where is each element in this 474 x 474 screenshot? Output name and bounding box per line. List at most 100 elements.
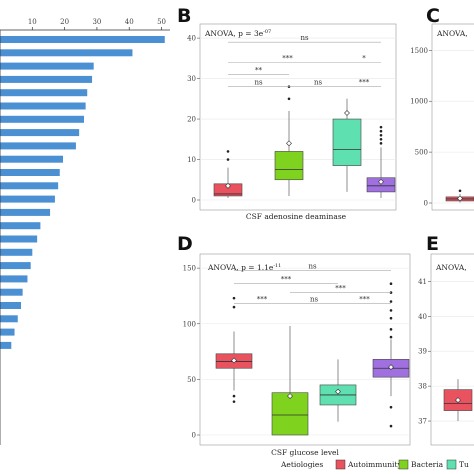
bar-13 xyxy=(0,195,55,203)
b-ytick-label-0: 0 xyxy=(192,197,196,205)
b-comparison-label-2: *** xyxy=(282,54,293,62)
a-tick-label-10: 10 xyxy=(28,18,37,26)
legend-item-tuberculosis: Tu xyxy=(446,459,469,470)
panel-c-plot: 0 500 1000 1500 xyxy=(410,47,474,208)
e-ytick-label-37: 37 xyxy=(418,418,427,426)
b-ytick-label-40: 40 xyxy=(187,35,196,43)
legend-swatch-bacteria xyxy=(398,459,409,470)
bar-10 xyxy=(0,155,63,163)
panel-e-plot: 37 38 39 40 41 xyxy=(418,278,474,426)
bar-9 xyxy=(0,142,76,150)
panel-d-anova: ANOVA, p = 1.1e-11 xyxy=(207,263,281,272)
d-ytick-label-150: 150 xyxy=(183,265,196,273)
bar-3 xyxy=(0,62,94,70)
legend-swatch-tuberculosis xyxy=(446,459,457,470)
a-tick-label-40: 40 xyxy=(125,18,134,26)
d-viral-outlier-7 xyxy=(389,300,393,303)
d-autoimmunity-outlier-1 xyxy=(232,400,236,403)
b-autoimmunity-outlier-2 xyxy=(226,150,230,153)
e-ytick-label-40: 40 xyxy=(418,313,427,321)
bar-17 xyxy=(0,248,33,256)
legend-label-bacteria: Bacteria xyxy=(411,460,444,469)
d-autoimmunity-outlier-3 xyxy=(232,305,236,309)
b-comparison-label-6: ns xyxy=(314,79,323,87)
b-comparison-label-7: *** xyxy=(359,79,370,87)
d-comparison-label-4: *** xyxy=(257,296,268,304)
bar-2 xyxy=(0,49,133,57)
b-bacteria-outlier-1 xyxy=(287,97,291,101)
bar-4 xyxy=(0,75,93,83)
bar-8 xyxy=(0,129,80,137)
bar-6 xyxy=(0,102,86,110)
b-viral-outlier-4 xyxy=(379,129,383,133)
b-viral-box xyxy=(366,177,396,193)
d-comparison-label-5: ns xyxy=(310,296,319,304)
d-ytick-label-100: 100 xyxy=(183,320,196,328)
a-tick-label-20: 20 xyxy=(60,18,69,26)
bar-21 xyxy=(0,302,21,309)
d-viral-outlier-9 xyxy=(389,282,393,286)
panel-a: 10 20 30 40 50 xyxy=(0,18,170,445)
e-autoimmunity-mean-marker xyxy=(455,397,461,404)
b-comparison-label-5: ns xyxy=(254,79,263,87)
e-ytick-label-38: 38 xyxy=(418,383,427,391)
bar-23 xyxy=(0,328,15,336)
d-autoimmunity-outlier-4 xyxy=(232,296,236,300)
panel-b-anova: ANOVA, p = 3e-07 xyxy=(204,29,271,38)
e-ytick-label-39: 39 xyxy=(418,348,427,356)
a-tick-label-50: 50 xyxy=(157,18,166,26)
c-ytick-label-0: 0 xyxy=(424,200,428,208)
c-ytick-label-1500: 1500 xyxy=(410,47,428,55)
b-viral-outlier-5 xyxy=(379,125,383,129)
panel-c-letter: C xyxy=(426,5,440,27)
d-comparison-label-6: *** xyxy=(359,296,370,304)
panel-b-frame xyxy=(199,23,397,211)
legend-title: Aetiologies xyxy=(280,460,323,469)
d-autoimmunity-mean-marker xyxy=(231,357,237,364)
panel-d-plot: 0 50 100 150 ns *** *** *** ns *** xyxy=(183,262,410,440)
b-comparison-label-1: ns xyxy=(300,34,309,42)
panel-c: C 0 500 1000 1500 ANOVA, xyxy=(410,5,474,211)
legend: Aetiologies Autoimmunity Bacteria Tu xyxy=(280,459,469,470)
bar-11 xyxy=(0,169,60,176)
b-tuberculosis-mean-marker xyxy=(344,110,350,116)
d-bacteria-box xyxy=(271,392,309,436)
b-viral-outlier-1 xyxy=(379,142,383,145)
d-viral-outlier-6 xyxy=(389,309,393,312)
legend-label-tuberculosis: Tu xyxy=(459,460,469,469)
panel-b-letter: B xyxy=(177,5,191,27)
panel-d: D 0 50 100 150 ns *** *** *** ns *** ANOVA, p = 1… xyxy=(177,233,411,457)
d-tuberculosis-mean-marker xyxy=(335,388,341,395)
bar-1 xyxy=(0,36,165,43)
a-tick-label-30: 30 xyxy=(92,18,101,26)
c-autoimmunity-outlier-1 xyxy=(458,189,462,193)
panel-c-frame xyxy=(431,23,474,211)
c-ytick-label-500: 500 xyxy=(415,149,428,157)
legend-swatch-autoimmunity xyxy=(335,459,346,470)
bar-14 xyxy=(0,208,51,216)
bar-20 xyxy=(0,288,23,296)
b-ytick-label-30: 30 xyxy=(187,75,196,83)
b-autoimmunity-outlier-1 xyxy=(226,158,230,161)
d-ytick-label-50: 50 xyxy=(187,376,196,384)
panel-d-letter: D xyxy=(177,233,193,255)
b-bacteria-box xyxy=(274,151,304,181)
b-comparison-label-3: * xyxy=(362,54,366,62)
bar-24 xyxy=(0,341,12,349)
c-autoimmunity-mean-marker xyxy=(457,195,463,202)
b-bacteria-mean-marker xyxy=(286,140,292,147)
panel-d-xlabel: CSF glucose level xyxy=(271,448,339,457)
bar-22 xyxy=(0,315,18,323)
panel-e-frame xyxy=(430,253,474,446)
d-comparison-label-3: *** xyxy=(335,285,346,293)
b-ytick-label-10: 10 xyxy=(187,156,196,164)
b-comparison-label-4: ** xyxy=(255,67,263,75)
d-comparison-label-1: ns xyxy=(308,262,317,270)
panel-a-ticks: 10 20 30 40 50 xyxy=(28,18,166,30)
b-viral-mean-marker xyxy=(378,178,384,185)
d-comparison-label-2: *** xyxy=(281,276,292,284)
b-autoimmunity-mean-marker xyxy=(225,182,231,189)
d-viral-outlier-4 xyxy=(389,328,393,331)
